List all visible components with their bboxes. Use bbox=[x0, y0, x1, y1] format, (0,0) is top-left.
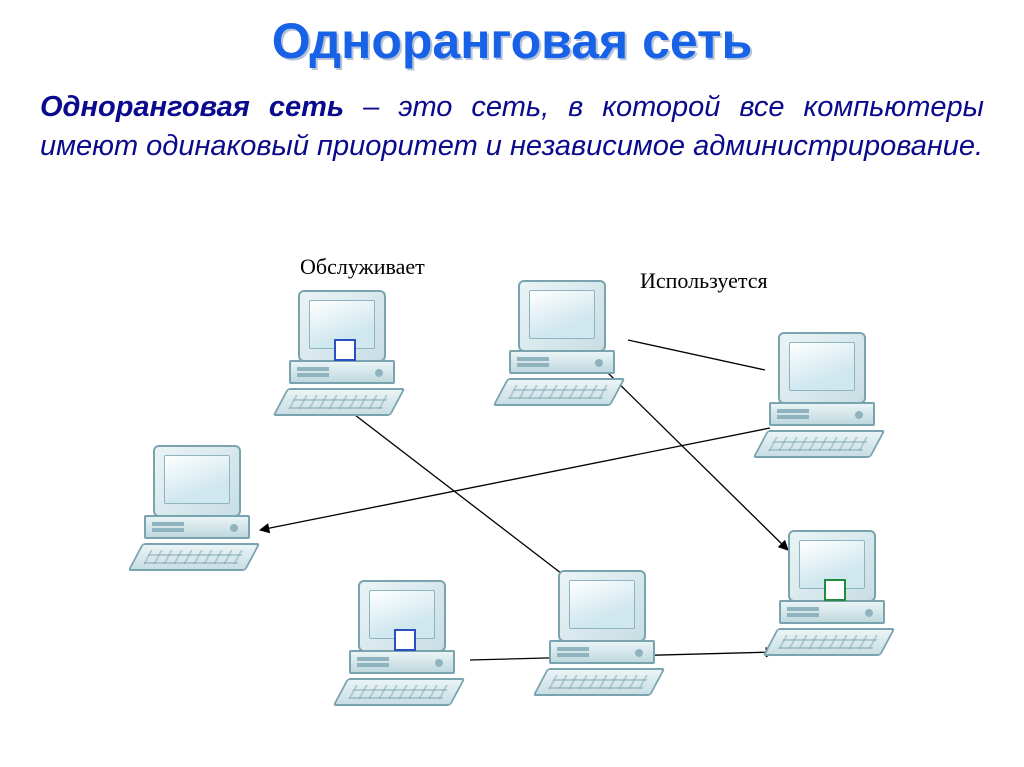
computer-node-n3 bbox=[760, 332, 890, 462]
computer-base-icon bbox=[769, 402, 875, 426]
computer-base-icon bbox=[509, 350, 615, 374]
edge-n1-n6 bbox=[355, 415, 570, 580]
definition-separator: – bbox=[344, 91, 398, 123]
computer-base-icon bbox=[144, 515, 250, 539]
edge-n3-n4 bbox=[260, 428, 770, 530]
edge-n2-n3 bbox=[628, 340, 765, 370]
monitor-icon bbox=[778, 332, 866, 404]
page-title: Одноранговая сеть bbox=[0, 0, 1024, 78]
keyboard-icon bbox=[333, 678, 466, 706]
monitor-icon bbox=[518, 280, 606, 352]
keyboard-icon bbox=[533, 668, 666, 696]
keyboard-icon bbox=[128, 543, 261, 571]
excel-app-icon bbox=[824, 579, 846, 601]
computer-node-n5 bbox=[340, 580, 470, 710]
monitor-icon bbox=[153, 445, 241, 517]
computer-base-icon bbox=[349, 650, 455, 674]
computer-base-icon bbox=[289, 360, 395, 384]
keyboard-icon bbox=[753, 430, 886, 458]
computer-node-n2 bbox=[500, 280, 630, 410]
definition-paragraph: Одноранговая сеть – это сеть, в которой … bbox=[0, 78, 1024, 166]
computer-node-n7 bbox=[770, 530, 900, 660]
word-app-icon bbox=[334, 339, 356, 361]
computer-node-n6 bbox=[540, 570, 670, 700]
word-app-icon bbox=[394, 629, 416, 651]
definition-term: Одноранговая сеть bbox=[40, 91, 344, 123]
keyboard-icon bbox=[493, 378, 626, 406]
label-used: Используется bbox=[640, 268, 768, 294]
computer-base-icon bbox=[549, 640, 655, 664]
network-diagram: Обслуживает Используется bbox=[0, 250, 1024, 730]
label-serves: Обслуживает bbox=[300, 254, 425, 280]
keyboard-icon bbox=[763, 628, 896, 656]
computer-node-n1 bbox=[280, 290, 410, 420]
computer-node-n4 bbox=[135, 445, 265, 575]
computer-base-icon bbox=[779, 600, 885, 624]
keyboard-icon bbox=[273, 388, 406, 416]
monitor-icon bbox=[558, 570, 646, 642]
